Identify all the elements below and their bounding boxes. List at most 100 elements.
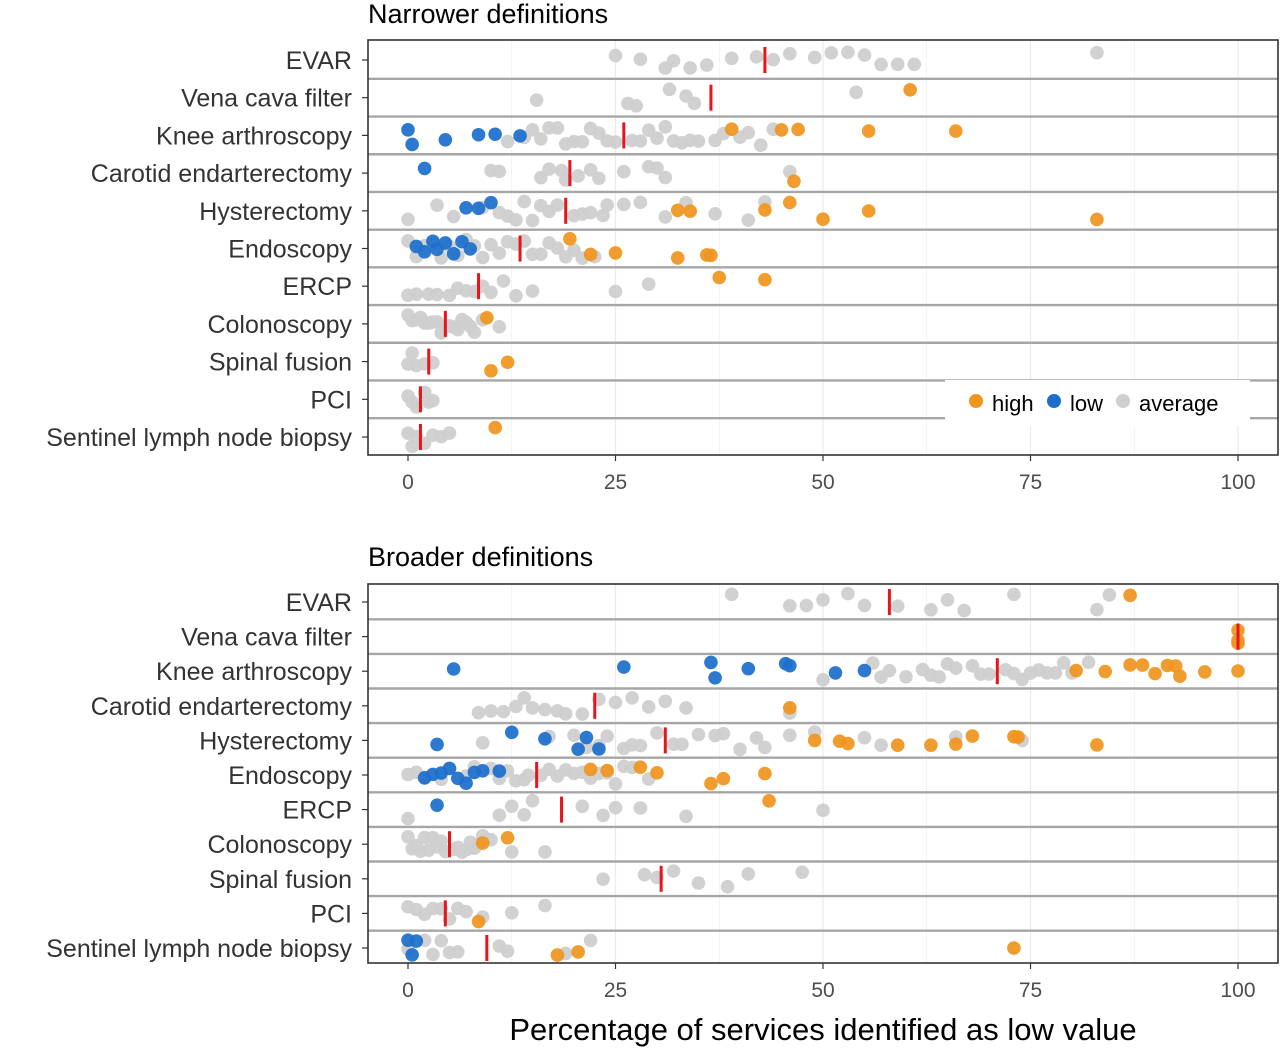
point-high	[1090, 212, 1104, 227]
point-average	[824, 46, 839, 60]
point-average	[658, 210, 673, 224]
x-tick-label: 100	[1220, 471, 1255, 494]
point-high	[949, 124, 963, 138]
point-average	[434, 933, 449, 948]
point-low	[438, 133, 453, 147]
category-label: EVAR	[286, 589, 352, 617]
panel-title-narrower: Narrower definitions	[368, 0, 608, 29]
x-axis-title: Percentage of services identified as low…	[509, 1012, 1136, 1047]
category-label: ERCP	[283, 797, 352, 825]
point-low	[417, 161, 432, 176]
point-high	[890, 738, 905, 753]
point-average	[583, 933, 598, 948]
category-label: Knee arthroscopy	[156, 122, 352, 150]
point-high	[480, 310, 494, 325]
point-high	[488, 420, 502, 435]
point-average	[550, 121, 565, 135]
point-average	[496, 704, 511, 719]
point-average	[575, 134, 590, 149]
point-high	[1198, 665, 1212, 679]
point-low	[741, 661, 756, 676]
point-average	[766, 52, 780, 67]
point-average	[496, 274, 511, 288]
point-average	[658, 119, 673, 134]
point-high	[500, 355, 515, 370]
point-average	[807, 50, 822, 65]
point-average	[617, 197, 631, 212]
point-high	[1135, 658, 1150, 672]
point-average	[521, 768, 536, 782]
point-average	[525, 284, 540, 298]
point-high	[807, 733, 822, 748]
x-tick-label: 0	[402, 979, 414, 1002]
point-average	[430, 198, 444, 212]
point-average	[633, 134, 648, 148]
point-high	[484, 363, 498, 378]
point-high	[650, 765, 664, 780]
point-average	[753, 138, 768, 152]
point-average	[525, 213, 540, 228]
point-low	[438, 236, 453, 250]
point-high	[758, 272, 772, 287]
point-high	[1148, 666, 1162, 681]
point-average	[608, 284, 623, 299]
point-average	[924, 602, 938, 617]
point-average	[675, 737, 689, 752]
point-average	[907, 57, 922, 72]
point-average	[708, 206, 722, 221]
point-average	[538, 898, 552, 913]
point-average	[758, 740, 772, 755]
point-average	[857, 730, 872, 745]
point-average	[475, 736, 490, 750]
point-average	[1048, 666, 1063, 680]
point-high	[1090, 738, 1104, 752]
point-average	[525, 122, 540, 137]
legend-label-low: low	[1070, 391, 1103, 416]
point-high	[758, 203, 772, 217]
point-high	[758, 766, 772, 781]
category-label: Sentinel lymph node biopsy	[46, 935, 352, 963]
point-high	[816, 212, 830, 226]
point-average	[517, 807, 531, 822]
point-average	[492, 808, 507, 823]
point-average	[509, 213, 523, 227]
point-average	[890, 599, 905, 613]
point-low	[463, 242, 478, 256]
point-average	[542, 162, 556, 176]
x-tick-label: 25	[604, 471, 627, 494]
point-high	[683, 204, 697, 218]
point-average	[932, 670, 946, 684]
legend-key-low	[1047, 394, 1061, 408]
point-average	[500, 944, 515, 958]
point-average	[409, 287, 424, 302]
panel-broader-definitions: Broader definitions EVAR Vena cava filter…	[46, 542, 1279, 1002]
category-label: ERCP	[283, 273, 352, 301]
point-high	[762, 793, 776, 808]
point-average	[451, 945, 465, 959]
point-high	[1123, 658, 1137, 672]
category-label: Sentinel lymph node biopsy	[46, 424, 352, 452]
category-label: Spinal fusion	[209, 866, 352, 894]
point-low	[488, 127, 502, 142]
point-high	[475, 836, 490, 850]
point-average	[504, 905, 519, 920]
point-average	[641, 277, 656, 291]
point-low	[430, 737, 444, 752]
point-high	[500, 830, 515, 845]
point-average	[650, 131, 664, 146]
point-average	[741, 867, 756, 881]
point-average	[475, 250, 490, 265]
point-average	[509, 288, 523, 303]
point-high	[1011, 730, 1025, 744]
point-average	[783, 728, 797, 742]
point-average	[849, 85, 863, 100]
category-label: Hysterectomy	[199, 198, 352, 226]
point-average	[658, 170, 673, 185]
point-average	[538, 702, 552, 717]
point-average	[608, 800, 623, 815]
point-average	[658, 694, 673, 709]
point-high	[600, 763, 614, 778]
point-high	[965, 729, 980, 743]
point-average	[940, 593, 955, 607]
point-high	[704, 248, 718, 263]
